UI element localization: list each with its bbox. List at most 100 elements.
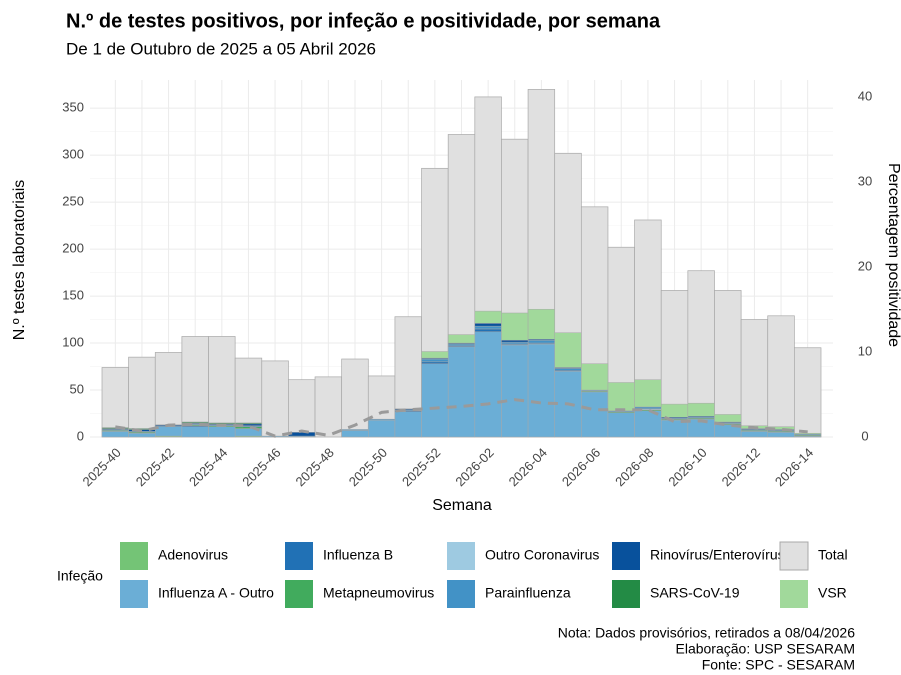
caption: Fonte: SPC - SESARAM <box>702 657 855 673</box>
legend-swatch <box>447 542 475 570</box>
x-tick-label: 2026-04 <box>506 445 550 489</box>
bar-segment <box>607 382 635 411</box>
bar-segment <box>208 426 236 438</box>
bar-segment <box>581 363 609 391</box>
bar-segment <box>368 419 396 438</box>
bar-segment <box>447 346 476 438</box>
x-tick-label: 2026-10 <box>665 445 709 489</box>
x-tick-label: 2025-50 <box>346 445 390 489</box>
bar-segment <box>581 391 609 438</box>
x-tick-label: 2025-40 <box>80 445 124 489</box>
bar-segment <box>421 361 449 364</box>
caption: Nota: Dados provisórios, retirados a 08/… <box>558 625 855 641</box>
legend-swatch <box>780 580 808 608</box>
bar-segment <box>155 426 183 437</box>
legend-label: Adenovirus <box>158 547 228 563</box>
bar-segment <box>501 344 529 438</box>
total-bar <box>794 347 822 438</box>
legend-swatch <box>285 542 313 570</box>
bar-segment <box>288 432 316 437</box>
bar-segment <box>234 422 263 425</box>
legend-label: Metapneumovirus <box>323 585 434 601</box>
bar-segment <box>474 331 502 438</box>
bar-segment <box>501 341 529 345</box>
total-bar <box>101 367 129 438</box>
legend-label: Total <box>818 547 848 563</box>
legend-label: SARS-CoV-19 <box>650 585 740 601</box>
y2-tick-label: 0 <box>861 428 868 443</box>
chart-title: N.º de testes positivos, por infeção e p… <box>66 10 661 32</box>
legend-swatch <box>120 542 148 570</box>
bar-segment <box>421 351 449 359</box>
y-tick-label: 0 <box>77 428 84 443</box>
bar-segment <box>660 403 689 418</box>
bar-segment <box>554 332 582 368</box>
bar-segment <box>767 432 795 438</box>
x-tick-label: 2026-08 <box>612 445 656 489</box>
caption: Elaboração: USP SESARAM <box>676 641 856 657</box>
bar-segment <box>687 402 715 417</box>
bar-segment <box>714 414 742 423</box>
bar-segment <box>527 339 555 344</box>
bar-segment <box>421 358 449 363</box>
x-tick-label: 2026-12 <box>719 445 763 489</box>
legend-swatch <box>779 541 809 571</box>
legend-label: Rinovírus/Enterovírus <box>650 547 785 563</box>
y-tick-label: 100 <box>62 334 84 349</box>
y2-tick-label: 30 <box>858 173 872 188</box>
legend-label: Influenza B <box>323 547 393 563</box>
x-tick-label: 2025-46 <box>239 445 283 489</box>
bar-segment <box>501 339 529 343</box>
total-bar <box>288 379 316 438</box>
bar-segment <box>421 363 449 438</box>
bar-segment <box>447 334 476 344</box>
bar-segment <box>341 430 369 438</box>
bar-segment <box>447 343 476 347</box>
y-tick-label: 300 <box>62 147 84 162</box>
legend-swatch <box>447 580 475 608</box>
total-bar <box>154 352 183 438</box>
y2-tick-label: 20 <box>858 258 872 273</box>
x-tick-label: 2025-42 <box>133 445 177 489</box>
bar-segment <box>607 412 635 438</box>
legend-swatch <box>612 580 640 608</box>
x-tick-label: 2025-52 <box>399 445 443 489</box>
legend-swatch <box>612 542 640 570</box>
total-bar <box>767 315 795 438</box>
x-tick-label: 2026-06 <box>559 445 603 489</box>
x-tick-label: 2026-02 <box>452 445 496 489</box>
chart-subtitle: De 1 de Outubro de 2025 a 05 Abril 2026 <box>66 39 376 58</box>
bar-segment <box>527 308 555 340</box>
legend-label: VSR <box>818 585 847 601</box>
total-bar <box>740 319 769 438</box>
x-axis-title: Semana <box>432 497 492 514</box>
legend-label: Parainfluenza <box>485 585 571 601</box>
y-tick-label: 350 <box>62 100 84 115</box>
x-tick-label: 2025-48 <box>293 445 337 489</box>
bar-segment <box>634 379 662 408</box>
total-bar <box>314 376 343 438</box>
legend-label: Influenza A - Outro <box>158 585 274 601</box>
legend-swatch <box>120 580 148 608</box>
bar-segment <box>368 418 396 421</box>
y2-tick-label: 40 <box>858 88 872 103</box>
y-tick-label: 50 <box>70 381 84 396</box>
bar-segment <box>474 323 502 327</box>
legend-label: Outro Coronavirus <box>485 547 599 563</box>
legend-swatch <box>285 580 313 608</box>
bar-segment <box>474 310 502 324</box>
bar-segment <box>181 421 209 424</box>
bar-segment <box>474 325 502 330</box>
bar-segment <box>394 411 422 438</box>
bar-segment <box>527 343 555 438</box>
x-tick-label: 2025-44 <box>186 445 230 489</box>
y-tick-label: 150 <box>62 288 84 303</box>
total-bar <box>208 336 236 438</box>
y2-tick-label: 10 <box>858 343 872 358</box>
bar-segment <box>341 429 369 431</box>
bar-segment <box>794 432 822 435</box>
y-tick-label: 200 <box>62 241 84 256</box>
total-bar <box>261 360 289 438</box>
bar-segment <box>501 312 529 341</box>
